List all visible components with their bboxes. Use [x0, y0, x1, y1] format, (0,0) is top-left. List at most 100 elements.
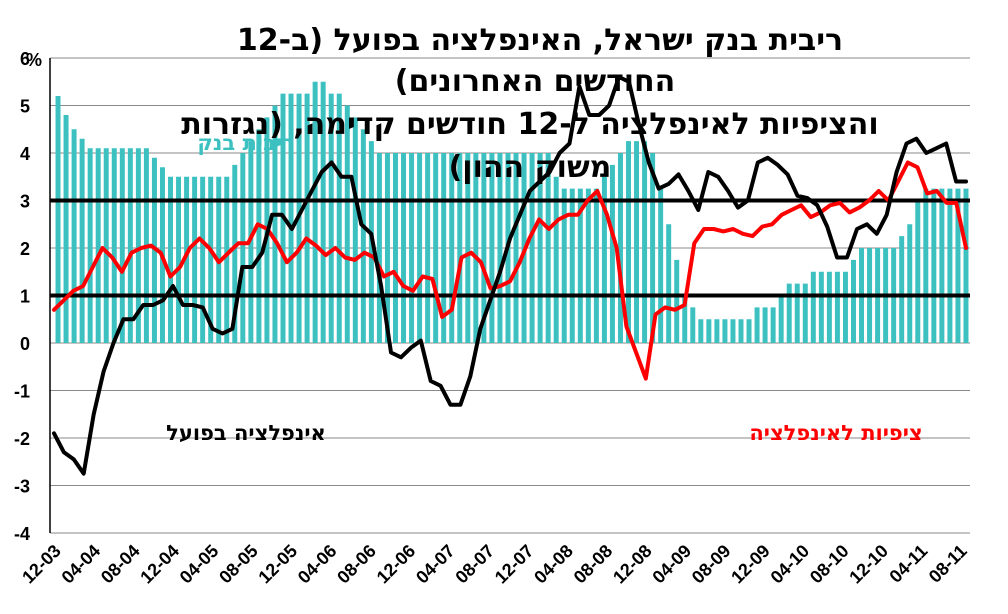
x-tick-label: 04-07: [412, 541, 459, 588]
interest-rate-bar: [650, 153, 656, 343]
x-tick-label: 08-05: [215, 541, 262, 588]
x-tick-label: 04-09: [648, 541, 695, 588]
y-axis-tick-labels: 6 5 4 3 2 1 0 -1 -2 -3 -4: [14, 49, 30, 544]
interest-rate-bar: [939, 188, 945, 344]
y-tick-label: 4: [20, 144, 30, 164]
interest-rate-bar: [111, 148, 117, 343]
interest-rate-bar: [770, 307, 776, 344]
interest-rate-bar: [818, 271, 824, 343]
interest-rate-bar: [778, 295, 784, 343]
interest-rate-bar: [360, 129, 366, 343]
interest-rate-bar: [617, 153, 623, 343]
interest-rate-bar: [320, 81, 326, 343]
interest-rate-bar: [344, 105, 350, 343]
interest-rate-bar: [674, 259, 680, 344]
interest-rate-bar: [288, 93, 294, 344]
interest-rate-bar: [481, 153, 487, 343]
x-tick-label: 04-11: [885, 541, 931, 587]
interest-rate-bar: [71, 129, 77, 343]
y-tick-label: 2: [20, 239, 30, 259]
interest-rate-bar: [666, 224, 672, 343]
x-tick-label: 12-08: [609, 541, 656, 588]
interest-rate-bar: [473, 153, 479, 343]
interest-rate-bar: [585, 188, 591, 344]
interest-rate-bar: [658, 188, 664, 344]
x-tick-label: 12-06: [373, 541, 420, 588]
interest-rate-bar: [168, 176, 173, 343]
series-lines: [52, 75, 968, 476]
interest-rate-bar: [449, 153, 455, 343]
y-tick-label: -1: [14, 382, 30, 402]
interest-rate-bar: [184, 176, 190, 343]
interest-rate-bar: [730, 319, 736, 343]
interest-rate-bar: [754, 307, 760, 344]
x-tick-label: 12-03: [18, 541, 65, 588]
x-tick-label: 04-05: [176, 541, 223, 588]
interest-rate-bar: [963, 188, 969, 344]
interest-rate-bar: [55, 96, 61, 343]
interest-rate-bar: [95, 148, 101, 343]
interest-rate-bar: [352, 117, 358, 344]
title-line-3: והציפיות לאינפלציה ל-12 חודשים קדימה, (נ…: [181, 107, 878, 142]
interest-rate-bar: [208, 176, 214, 343]
x-tick-label: 08-10: [806, 541, 853, 588]
interest-rate-bar: [529, 153, 535, 343]
interest-rate-bar: [376, 153, 382, 343]
interest-rate-bar: [409, 153, 415, 343]
interest-rate-bar: [626, 141, 631, 344]
interest-rate-bar: [103, 148, 109, 343]
interest-rate-bar: [312, 81, 318, 343]
interest-rate-bar: [63, 115, 69, 343]
x-tick-label: 12-05: [254, 541, 301, 588]
y-tick-label: 1: [20, 287, 30, 307]
x-tick-label: 08-04: [97, 541, 144, 588]
interest-rate-bar: [842, 271, 848, 343]
interest-rate-bar: [802, 283, 808, 344]
interest-rate-bar: [553, 176, 559, 343]
interest-rate-bar: [955, 188, 961, 344]
y-tick-label: -4: [14, 524, 30, 544]
x-tick-label: 08-11: [925, 541, 971, 587]
interest-rate-bar: [762, 307, 768, 344]
actual-inflation-line: [52, 75, 968, 476]
interest-rate-bar: [569, 188, 575, 344]
x-tick-label: 12-07: [491, 541, 538, 588]
interest-rate-bar: [87, 148, 93, 343]
interest-rate-bar: [722, 319, 728, 343]
bar-series-label: ריבית בנק: [197, 131, 294, 155]
interest-rate-bar: [497, 153, 503, 343]
x-tick-label: 08-09: [688, 541, 735, 588]
interest-rate-bar: [947, 188, 953, 344]
interest-rate-bar: [915, 200, 921, 343]
x-tick-label: 12-10: [845, 541, 892, 588]
actual-inflation-annotation: אינפלציה בפועל: [166, 421, 326, 445]
y-tick-label: -3: [14, 477, 30, 497]
interest-rate-bar: [907, 224, 913, 343]
x-tick-label: 08-08: [570, 541, 617, 588]
interest-rate-bar: [425, 153, 431, 343]
title-line-2: החודשים האחרונים): [395, 64, 676, 99]
interest-rate-bar: [336, 93, 342, 344]
x-tick-label: 04-04: [58, 541, 105, 588]
interest-rate-bar: [256, 129, 262, 343]
chart-title: ריבית בנק ישראל, האינפלציה בפועל (ב-12 ה…: [181, 23, 878, 185]
interest-rate-bar: [304, 93, 310, 344]
interest-rate-bar: [433, 153, 439, 343]
interest-rate-bar: [119, 148, 125, 343]
reference-lines: [50, 198, 970, 298]
interest-rate-bar: [690, 307, 696, 344]
interest-rate-bar: [272, 105, 278, 343]
interest-rate-bar: [465, 153, 471, 343]
interest-rate-bar: [826, 271, 832, 343]
interest-rate-bar: [192, 176, 198, 343]
x-tick-label: 12-09: [727, 541, 774, 588]
y-tick-label: 3: [20, 192, 30, 212]
interest-rate-bar: [794, 283, 800, 344]
expected-inflation-line: [52, 160, 968, 381]
interest-rate-bar: [899, 236, 905, 344]
x-tick-label: 08-07: [451, 541, 498, 588]
interest-rate-bar: [577, 188, 583, 344]
y-tick-label: 6: [20, 49, 30, 69]
interest-rate-bar: [513, 153, 519, 343]
